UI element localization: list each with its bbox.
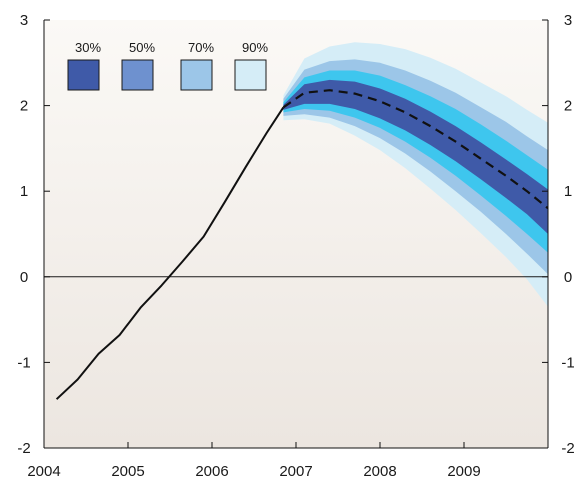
band-30 <box>283 79 548 235</box>
y-tick-label-left: -1 <box>17 354 30 371</box>
axes: -2 -2 -1 -1 0 0 1 1 2 2 3 3 2004 2005 2006 2007 2008 2009 <box>17 12 574 480</box>
legend-label: 70% <box>188 40 214 55</box>
y-tick-label-left: 1 <box>20 183 28 200</box>
x-tick-label: 2008 <box>363 463 396 480</box>
legend-swatch <box>67 59 100 91</box>
x-tick-label: 2007 <box>279 463 312 480</box>
x-tick-label: 2009 <box>447 463 480 480</box>
median-projection-line <box>282 89 548 210</box>
legend-swatch <box>121 59 154 91</box>
legend-label: 50% <box>129 40 155 55</box>
legend-swatch <box>234 59 267 91</box>
legend-swatch <box>180 59 213 91</box>
y-tick-label-left: -2 <box>17 440 30 457</box>
history-line <box>55 106 285 400</box>
legend: 30% 50% 70% 90% <box>67 40 268 91</box>
y-tick-label-right: 1 <box>564 183 572 200</box>
y-tick-label-left: 2 <box>20 98 28 115</box>
legend-label: 30% <box>75 40 101 55</box>
x-tick-label: 2006 <box>195 463 228 480</box>
y-tick-label-right: 0 <box>564 269 572 286</box>
series-lines <box>55 89 548 400</box>
legend-label: 90% <box>242 40 268 55</box>
y-tick-label-right: -2 <box>561 440 574 457</box>
band-50 <box>283 70 548 253</box>
y-tick-label-right: 2 <box>564 98 572 115</box>
y-tick-label-right: -1 <box>561 354 574 371</box>
y-tick-label-left: 0 <box>20 269 28 286</box>
y-tick-label-left: 3 <box>20 12 28 29</box>
y-tick-label-right: 3 <box>564 12 572 29</box>
x-tick-label: 2005 <box>111 463 144 480</box>
x-tick-label: 2004 <box>27 463 60 480</box>
fan-bands <box>283 42 548 307</box>
